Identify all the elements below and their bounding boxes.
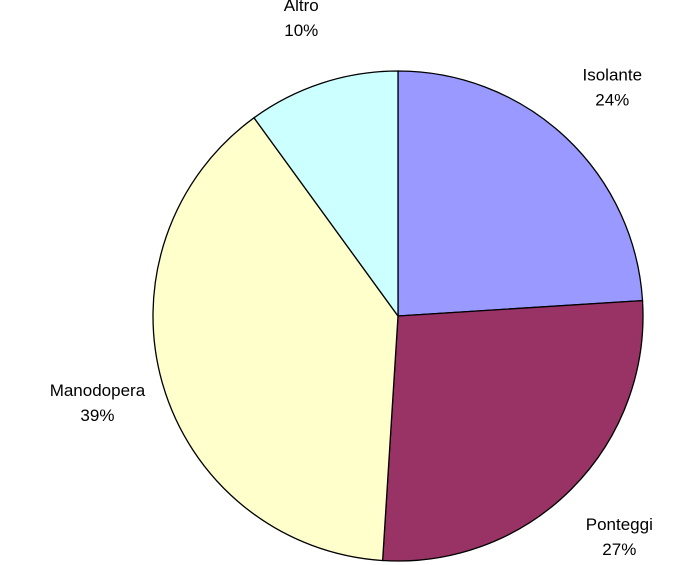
slice-value: 10% — [284, 21, 318, 40]
pie-slice — [397, 70, 644, 317]
slice-label: Ponteggi — [586, 515, 653, 534]
slice-value: 24% — [595, 90, 629, 109]
slice-value: 39% — [80, 406, 114, 425]
slice-label: Isolante — [582, 65, 642, 84]
pie-slice — [253, 70, 399, 319]
slice-label: Manodopera — [50, 381, 146, 400]
slice-value: 27% — [602, 540, 636, 559]
pie-slice — [381, 299, 644, 562]
slice-label: Altro — [284, 0, 319, 15]
pie-slice — [152, 116, 399, 562]
